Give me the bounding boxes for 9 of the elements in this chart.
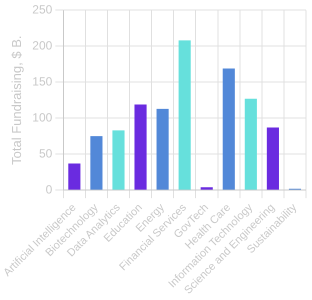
bar bbox=[178, 40, 191, 190]
bar bbox=[222, 68, 235, 190]
bar bbox=[134, 104, 147, 190]
bar bbox=[244, 98, 257, 190]
bar bbox=[156, 108, 169, 190]
bar bbox=[90, 136, 102, 190]
bar bbox=[112, 130, 125, 190]
bar bbox=[68, 164, 80, 190]
bar bbox=[266, 128, 279, 190]
